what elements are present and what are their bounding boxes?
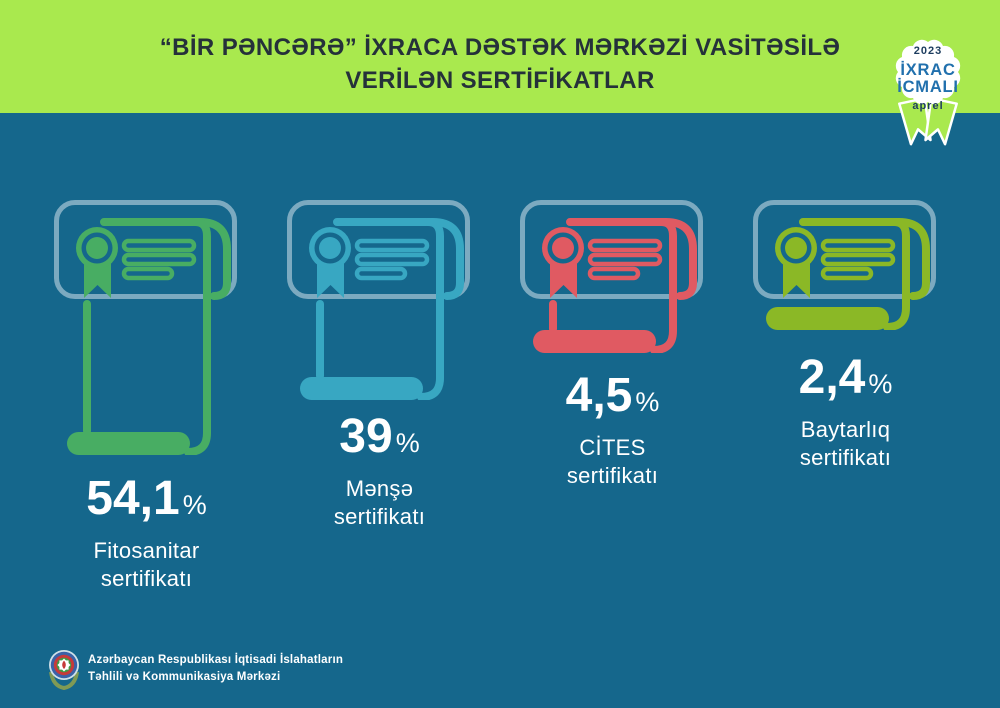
page-title: “BİR PƏNCƏRƏ” İXRACA DƏSTƏK MƏRKƏZİ VASİ… <box>0 31 1000 97</box>
org-line-2: Təhlili və Kommunikasiya Mərkəzi <box>88 671 281 683</box>
certificate-scroll-icon <box>520 200 703 358</box>
badge-month: aprel <box>912 100 943 112</box>
organization-name: Azərbaycan Respublikası İqtisadi İslahat… <box>88 652 343 686</box>
org-line-1: Azərbaycan Respublikası İqtisadi İslahat… <box>88 654 344 666</box>
certificate-label: Mənşə sertifikatı <box>333 476 426 529</box>
certificate-label: CİTES sertifikatı <box>566 435 659 488</box>
certificate-frame <box>753 200 936 299</box>
percent-sign: % <box>635 387 660 417</box>
percentage-value: 2,4% <box>798 351 893 404</box>
title-line-1: “BİR PƏNCƏRƏ” İXRACA DƏSTƏK MƏRKƏZİ VASİ… <box>159 34 841 61</box>
certificate-scroll-icon <box>54 200 237 460</box>
header-band: “BİR PƏNCƏRƏ” İXRACA DƏSTƏK MƏRKƏZİ VASİ… <box>0 0 1000 113</box>
wreath-branches-icon <box>49 671 79 691</box>
percent-sign: % <box>395 428 420 458</box>
card-stats: 39% Mənşə sertifikatı <box>287 411 472 531</box>
badge-title-line1: İXRAC <box>900 61 955 79</box>
flame-icon <box>62 660 66 669</box>
card-stats: 2,4% Baytarlıq sertifikatı <box>753 352 938 472</box>
certificate-frame <box>520 200 703 299</box>
export-review-badge: 2023 İXRAC İCMALI aprel <box>895 39 961 146</box>
certificate-frame <box>287 200 470 299</box>
card-stats: 4,5% CİTES sertifikatı <box>520 370 705 490</box>
certificate-scroll-icon <box>753 200 936 335</box>
percentage-value: 54,1% <box>86 472 207 525</box>
certificate-label: Fitosanitar sertifikatı <box>93 538 200 591</box>
percent-sign: % <box>182 490 207 520</box>
scalloped-seal-icon <box>895 39 961 105</box>
percentage-value: 4,5% <box>565 369 660 422</box>
azerbaijan-emblem-logo <box>49 650 79 691</box>
percent-sign: % <box>868 369 893 399</box>
badge-title-line2: İCMALI <box>897 78 959 96</box>
certificate-scroll-icon <box>287 200 470 405</box>
badge-ribbon-tails <box>898 97 958 146</box>
certificate-label: Baytarlıq sertifikatı <box>799 417 892 470</box>
badge-year: 2023 <box>914 45 942 57</box>
percentage-value: 39% <box>339 410 420 463</box>
title-line-2: VERİLƏN SERTİFİKATLAR <box>345 67 655 94</box>
certificate-frame <box>54 200 237 299</box>
ribbon-right-icon <box>924 97 958 146</box>
card-stats: 54,1% Fitosanitar sertifikatı <box>54 473 239 593</box>
